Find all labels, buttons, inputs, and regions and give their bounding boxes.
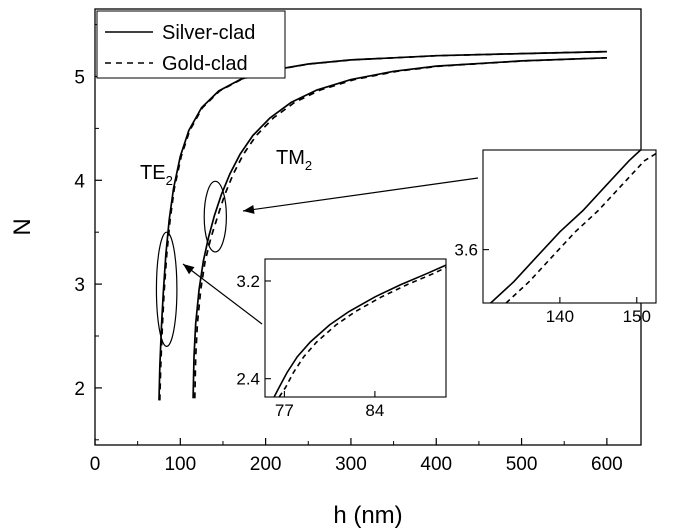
inset-tm-x-tick-label: 140 [546,307,574,326]
y-tick-label: 4 [74,171,85,192]
inset-te-x-tick-label: 84 [365,401,384,420]
te-mode-label-main: TE [140,162,166,184]
arrow-to-te-ellipse-head [183,264,194,274]
inset-te-frame [265,259,446,397]
x-tick-label: 500 [506,454,538,475]
y-tick-label: 3 [74,275,85,296]
inset-te-y-tick-label: 3.2 [236,272,260,291]
x-tick-label: 200 [250,454,282,475]
x-tick-label: 100 [164,454,196,475]
tm-mode-label-sub: 2 [305,158,312,173]
tm-mode-label: TM2 [276,147,312,173]
y-tick-label: 2 [74,379,85,400]
arrow-to-tm-ellipse-head [243,205,255,214]
inset-tm-frame [483,150,656,303]
x-tick-label: 600 [591,454,623,475]
inset-te-zoom: 77 84 2.4 3.2 [236,259,446,420]
legend-label-gold: Gold-clad [162,53,248,75]
x-tick-label: 300 [335,454,367,475]
y-axis-title: N [9,218,36,235]
y-tick-label: 5 [74,67,85,88]
x-tick-label: 400 [420,454,452,475]
x-tick-label: 0 [90,454,101,475]
inset-te-x-tick-label: 77 [275,401,294,420]
y-ticks: 2 3 4 5 [74,25,102,440]
te-mode-label-sub: 2 [166,173,173,188]
ellipse-tm-highlight [204,181,226,252]
legend: Silver-clad Gold-clad [97,11,285,78]
x-axis-title: h (nm) [333,502,402,529]
x-ticks: 0 100 200 300 400 500 600 [90,438,623,475]
te-mode-label: TE2 [140,162,173,188]
arrow-to-tm-ellipse-shaft [243,178,478,211]
inset-tm-x-tick-label: 150 [623,307,651,326]
inset-te-y-tick-label: 2.4 [236,370,260,389]
tm-mode-label-main: TM [276,147,305,169]
legend-label-silver: Silver-clad [162,22,255,44]
inset-tm-y-tick-label: 3.6 [454,241,478,260]
inset-tm-zoom: 140 150 3.6 [454,150,656,326]
